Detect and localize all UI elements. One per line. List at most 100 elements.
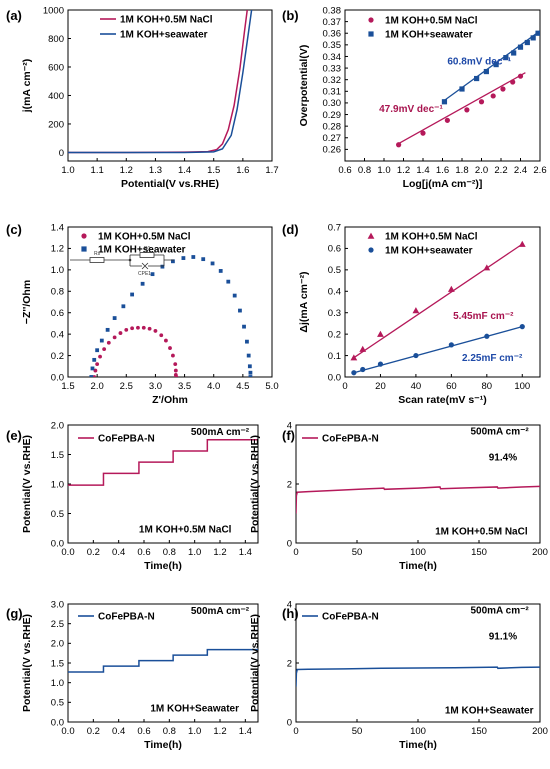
- series-0-line: [68, 648, 258, 673]
- x-tick-label: 2.2: [494, 165, 507, 176]
- series-1-point: [92, 357, 97, 362]
- y-tick-label: 1.0: [51, 265, 64, 276]
- y-tick-label: 0.1: [328, 351, 341, 362]
- y-tick-label: 1.4: [51, 222, 64, 233]
- x-tick-label: 1.5: [207, 165, 220, 176]
- series-1-point: [248, 370, 253, 375]
- x-tick-label: 0.2: [87, 547, 100, 558]
- y-tick-label: 200: [48, 119, 64, 130]
- y-tick-label: 1000: [43, 5, 64, 16]
- series-1-point: [150, 272, 155, 277]
- y-axis-label: Potential(V vs.RHE): [249, 435, 261, 533]
- y-tick-label: 0: [59, 148, 64, 159]
- legend-label: 1M KOH+seawater: [120, 30, 208, 41]
- annotation: 500mA cm⁻²: [191, 427, 250, 438]
- series-0-line: [296, 666, 540, 687]
- series-1-point: [483, 68, 489, 75]
- series-1-point: [226, 279, 231, 284]
- panel-label: (b): [282, 8, 299, 23]
- panel-label: (e): [6, 428, 22, 443]
- series-0-point: [159, 333, 164, 338]
- plot-data: [68, 439, 258, 486]
- annotation: 1M KOH+Seawater: [150, 703, 239, 714]
- series-1-point: [248, 375, 253, 377]
- x-tick-label: 1.0: [188, 726, 201, 737]
- series-0-point: [124, 327, 129, 332]
- series-0-point: [478, 99, 485, 105]
- x-tick-label: 40: [411, 381, 422, 392]
- x-tick-label: 5.0: [265, 381, 278, 392]
- series-1-point: [89, 375, 94, 377]
- series-0-point: [141, 325, 146, 330]
- series-1-point: [511, 50, 517, 56]
- y-tick-label: 0: [287, 538, 292, 549]
- series-1-point: [112, 316, 117, 320]
- series-0-line: [68, 439, 258, 486]
- y-axis-label: Δj(mA cm⁻²): [298, 271, 310, 332]
- y-tick-label: 0.26: [323, 145, 342, 156]
- panel-label: (c): [6, 222, 22, 237]
- y-tick-label: 0.6: [51, 308, 64, 319]
- y-axis-label: j(mA cm⁻²): [21, 59, 33, 114]
- series-0-point: [147, 326, 152, 331]
- x-tick-label: 2.5: [120, 381, 133, 392]
- x-tick-label: 2.6: [533, 165, 546, 176]
- x-tick-label: 3.0: [149, 381, 162, 392]
- series-1-point: [448, 342, 454, 348]
- plot-data: [396, 30, 540, 148]
- series-1-point: [459, 86, 465, 92]
- x-tick-label: 1.4: [178, 165, 191, 176]
- x-tick-label: 0.0: [61, 547, 74, 558]
- x-tick-label: 1.8: [455, 165, 468, 176]
- series-1-point: [245, 339, 249, 344]
- y-tick-label: 1.5: [51, 658, 64, 669]
- series-0-point: [483, 264, 491, 271]
- y-tick-label: 0.2: [51, 351, 64, 362]
- x-axis-label: Scan rate(mV s⁻¹): [398, 394, 486, 406]
- panel-2: (c) 1.5 2.0 2.5 3.0 3.5 4.0 4.5 5.0 0.0 0.2 0.4 0.6 0…: [6, 222, 279, 406]
- equivalent-circuit-inset: Rs R1 CPE1: [70, 246, 174, 277]
- plot-data: [296, 666, 540, 687]
- y-axis-label: Potential(V vs.RHE): [249, 614, 261, 712]
- y-tick-label: 2.0: [51, 420, 64, 431]
- x-tick-label: 2.4: [514, 165, 527, 176]
- series-1-point: [530, 35, 536, 41]
- series-1-point: [247, 364, 252, 369]
- y-tick-label: 2.5: [51, 619, 64, 630]
- y-tick-label: 0.3: [328, 308, 341, 319]
- y-tick-label: 0.35: [323, 40, 342, 51]
- series-1-point: [232, 293, 237, 298]
- legend-swatch: [81, 233, 87, 239]
- y-tick-label: 400: [48, 91, 64, 102]
- series-1-line: [68, 10, 253, 154]
- series-1-point: [191, 255, 196, 259]
- plot-data: [350, 240, 526, 376]
- annotation: 1M KOH+0.5M NaCl: [435, 527, 528, 538]
- y-tick-label: 0: [287, 717, 292, 728]
- series-1-point: [519, 324, 525, 330]
- x-axis-label: Z'/Ohm: [152, 394, 188, 406]
- x-tick-label: 1.4: [416, 165, 429, 176]
- y-tick-label: 0.29: [323, 110, 342, 121]
- series-1-point: [351, 370, 357, 376]
- y-tick-label: 0.0: [51, 538, 64, 549]
- circuit-label: CPE1: [138, 271, 151, 277]
- x-tick-label: 1.2: [120, 165, 133, 176]
- y-tick-label: 0.28: [323, 121, 342, 132]
- x-tick-label: 1.4: [239, 726, 252, 737]
- y-axis-label: −Z''/Ohm: [21, 280, 33, 324]
- plot-frame: [67, 226, 273, 378]
- series-0-point: [112, 335, 117, 340]
- x-tick-label: 1.4: [239, 547, 252, 558]
- x-tick-label: 2.0: [91, 381, 104, 392]
- series-1-point: [484, 333, 490, 339]
- series-1-point: [441, 99, 448, 105]
- legend-label: CoFePBA-N: [98, 434, 155, 445]
- y-tick-label: 3.0: [51, 599, 64, 610]
- y-tick-label: 1.2: [51, 244, 64, 255]
- legend-swatch: [367, 232, 375, 239]
- legend-label: 1M KOH+0.5M NaCl: [385, 16, 478, 27]
- x-axis-label: Time(h): [399, 739, 437, 751]
- x-tick-label: 4.0: [207, 381, 220, 392]
